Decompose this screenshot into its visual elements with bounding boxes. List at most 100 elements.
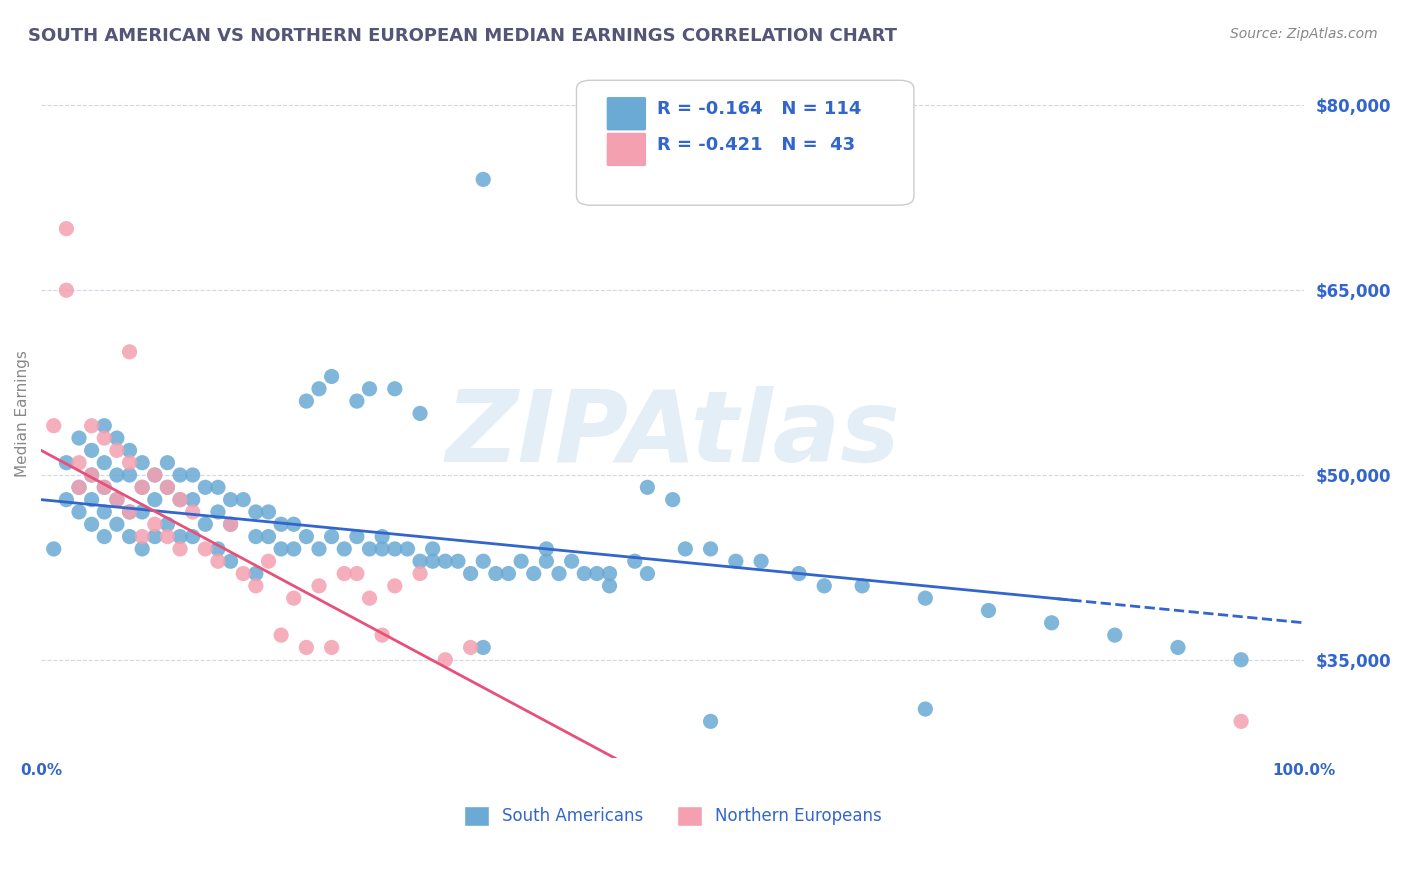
South Americans [131, 456, 153, 470]
South Americans [295, 530, 318, 544]
Northern Europeans [67, 480, 90, 494]
Northern Europeans [219, 517, 242, 532]
South Americans [359, 541, 381, 556]
South Americans [105, 431, 128, 445]
South Americans [661, 492, 683, 507]
Northern Europeans [434, 653, 457, 667]
South Americans [118, 443, 141, 458]
Northern Europeans [181, 505, 204, 519]
South Americans [232, 492, 254, 507]
South Americans [219, 517, 242, 532]
Northern Europeans [207, 554, 229, 568]
Northern Europeans [131, 530, 153, 544]
South Americans [724, 554, 747, 568]
South Americans [447, 554, 470, 568]
South Americans [80, 443, 103, 458]
Northern Europeans [245, 579, 267, 593]
South Americans [409, 406, 432, 420]
South Americans [105, 468, 128, 483]
South Americans [384, 382, 406, 396]
Northern Europeans [460, 640, 482, 655]
Northern Europeans [93, 431, 115, 445]
South Americans [283, 541, 305, 556]
South Americans [586, 566, 609, 581]
South Americans [914, 591, 936, 606]
Northern Europeans [143, 517, 166, 532]
Northern Europeans [384, 579, 406, 593]
South Americans [1167, 640, 1189, 655]
South Americans [118, 468, 141, 483]
South Americans [346, 530, 368, 544]
South Americans [156, 480, 179, 494]
South Americans [396, 541, 419, 556]
Northern Europeans [283, 591, 305, 606]
South Americans [169, 492, 191, 507]
South Americans [207, 541, 229, 556]
South Americans [1230, 653, 1253, 667]
South Americans [636, 566, 658, 581]
Northern Europeans [194, 541, 217, 556]
South Americans [194, 480, 217, 494]
South Americans [977, 603, 1000, 617]
South Americans [93, 456, 115, 470]
South Americans [143, 492, 166, 507]
Northern Europeans [131, 480, 153, 494]
South Americans [699, 714, 721, 729]
Northern Europeans [1230, 714, 1253, 729]
Northern Europeans [105, 443, 128, 458]
Northern Europeans [156, 530, 179, 544]
Northern Europeans [143, 468, 166, 483]
Northern Europeans [333, 566, 356, 581]
South Americans [283, 517, 305, 532]
South Americans [1104, 628, 1126, 642]
South Americans [270, 517, 292, 532]
South Americans [485, 566, 508, 581]
South Americans [245, 530, 267, 544]
South Americans [472, 554, 495, 568]
South Americans [105, 517, 128, 532]
South Americans [219, 554, 242, 568]
Northern Europeans [156, 480, 179, 494]
Northern Europeans [359, 591, 381, 606]
Text: R = -0.164   N = 114: R = -0.164 N = 114 [657, 100, 860, 118]
South Americans [93, 530, 115, 544]
South Americans [245, 566, 267, 581]
South Americans [599, 579, 621, 593]
Northern Europeans [105, 492, 128, 507]
Northern Europeans [80, 418, 103, 433]
South Americans [914, 702, 936, 716]
South Americans [156, 517, 179, 532]
Northern Europeans [118, 344, 141, 359]
South Americans [409, 554, 432, 568]
Text: R = -0.421   N =  43: R = -0.421 N = 43 [657, 136, 855, 153]
South Americans [574, 566, 596, 581]
South Americans [181, 468, 204, 483]
South Americans [321, 369, 343, 384]
South Americans [207, 505, 229, 519]
South Americans [55, 456, 77, 470]
South Americans [460, 566, 482, 581]
South Americans [371, 541, 394, 556]
Northern Europeans [42, 418, 65, 433]
South Americans [561, 554, 583, 568]
South Americans [422, 541, 444, 556]
South Americans [257, 530, 280, 544]
South Americans [346, 394, 368, 409]
Northern Europeans [169, 492, 191, 507]
South Americans [67, 431, 90, 445]
South Americans [673, 541, 696, 556]
Northern Europeans [257, 554, 280, 568]
South Americans [219, 492, 242, 507]
South Americans [498, 566, 520, 581]
South Americans [599, 566, 621, 581]
Text: Source: ZipAtlas.com: Source: ZipAtlas.com [1230, 27, 1378, 41]
Northern Europeans [232, 566, 254, 581]
South Americans [169, 468, 191, 483]
South Americans [384, 541, 406, 556]
South Americans [67, 480, 90, 494]
South Americans [472, 172, 495, 186]
South Americans [93, 480, 115, 494]
South Americans [523, 566, 546, 581]
South Americans [67, 505, 90, 519]
Text: SOUTH AMERICAN VS NORTHERN EUROPEAN MEDIAN EARNINGS CORRELATION CHART: SOUTH AMERICAN VS NORTHERN EUROPEAN MEDI… [28, 27, 897, 45]
